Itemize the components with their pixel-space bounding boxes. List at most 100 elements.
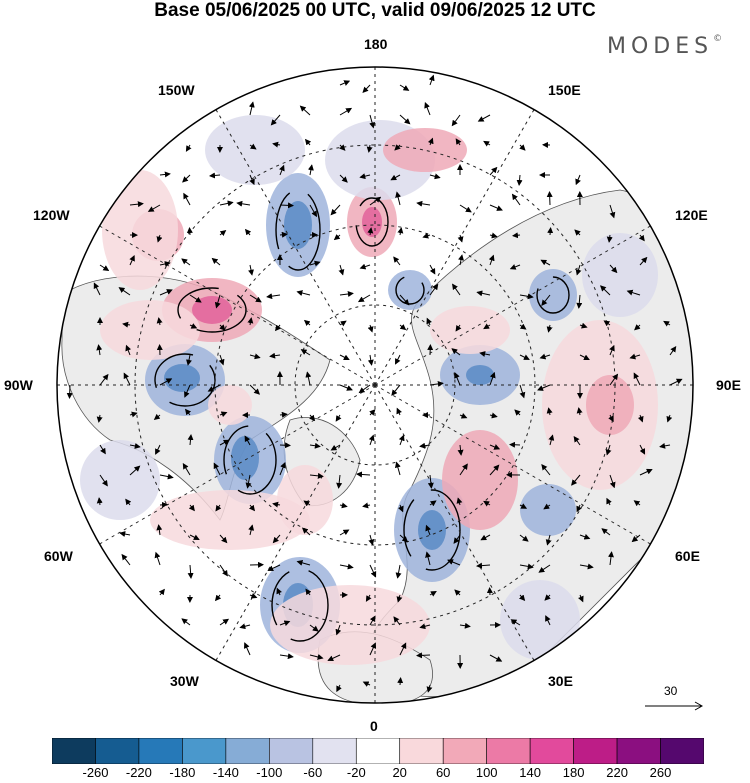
lon-label-120e: 120E bbox=[675, 207, 708, 223]
brand-mark: © bbox=[713, 34, 723, 44]
wind-arrow bbox=[236, 200, 251, 207]
wind-arrow bbox=[304, 138, 312, 146]
wind-arrow bbox=[512, 232, 521, 239]
wind-arrow bbox=[249, 384, 261, 395]
colorbar-swatch bbox=[52, 738, 96, 764]
wind-arrow bbox=[451, 114, 461, 127]
wind-arrow bbox=[335, 624, 342, 636]
brand-name: MODES bbox=[607, 34, 714, 59]
wind-arrow bbox=[156, 524, 163, 536]
wind-arrow bbox=[606, 497, 612, 506]
wind-arrow bbox=[634, 324, 641, 331]
wind-arrow bbox=[608, 551, 614, 566]
wind-arrow bbox=[576, 294, 583, 309]
wind-arrow bbox=[419, 623, 431, 630]
wind-arrow bbox=[666, 414, 673, 423]
wind-arrow bbox=[427, 474, 434, 489]
wind-arrow bbox=[129, 411, 138, 418]
colorbar-swatch bbox=[573, 738, 618, 764]
wind-arrow bbox=[575, 174, 581, 186]
wind-arrow bbox=[184, 384, 191, 398]
wind-arrow bbox=[483, 500, 491, 507]
wind-arrow bbox=[511, 193, 521, 206]
wind-arrow bbox=[519, 323, 527, 330]
wind-arrow bbox=[426, 317, 432, 326]
wind-arrow bbox=[573, 435, 581, 446]
wind-arrow bbox=[453, 534, 461, 544]
wind-arrow bbox=[99, 474, 108, 487]
wind-arrow bbox=[519, 503, 528, 509]
wind-arrow bbox=[248, 264, 254, 276]
wind-arrow bbox=[272, 501, 281, 508]
wind-arrow bbox=[207, 384, 221, 392]
wind-arrow bbox=[272, 534, 281, 544]
wind-arrow bbox=[579, 533, 591, 540]
wind-arrow bbox=[247, 317, 254, 326]
wind-arrow bbox=[609, 204, 616, 219]
wind-arrow bbox=[429, 173, 441, 180]
wind-arrow bbox=[459, 463, 468, 476]
wind-arrow bbox=[307, 164, 314, 176]
wind-arrow bbox=[359, 263, 371, 270]
colorbar-swatch bbox=[442, 738, 487, 764]
colorbar-tick-label: 100 bbox=[475, 765, 498, 780]
anomaly-area bbox=[192, 296, 232, 324]
wind-arrow bbox=[335, 414, 342, 422]
wind-arrow bbox=[637, 414, 644, 423]
wind-arrow bbox=[219, 564, 228, 577]
wind-arrow bbox=[454, 372, 461, 386]
wind-arrow bbox=[159, 378, 173, 386]
wind-arrow bbox=[457, 234, 464, 243]
wind-arrow bbox=[189, 534, 200, 540]
wind-arrow bbox=[244, 435, 251, 446]
wind-arrow bbox=[119, 531, 131, 537]
wind-arrow bbox=[249, 143, 257, 150]
wind-arrow bbox=[182, 462, 191, 476]
wind-arrow bbox=[243, 642, 251, 656]
wind-arrow bbox=[219, 618, 230, 626]
wind-arrow bbox=[489, 654, 503, 662]
wind-arrow bbox=[541, 464, 551, 476]
wind-arrow bbox=[129, 254, 135, 266]
lon-label-180: 180 bbox=[364, 36, 388, 52]
wind-arrow bbox=[479, 351, 491, 357]
wind-arrow bbox=[609, 474, 616, 489]
wind-arrow bbox=[358, 384, 371, 394]
wind-arrow bbox=[249, 592, 258, 599]
colorbar-tick-label: 20 bbox=[392, 765, 407, 780]
wind-arrow bbox=[339, 107, 353, 116]
wind-arrow bbox=[391, 384, 401, 396]
wind-arrow bbox=[214, 294, 221, 309]
wind-arrow bbox=[575, 264, 582, 276]
wind-arrow bbox=[356, 471, 371, 478]
colorbar-swatch bbox=[225, 738, 270, 764]
wind-arrow bbox=[339, 144, 346, 151]
wind-arrow bbox=[125, 344, 132, 356]
wind-arrow bbox=[244, 228, 252, 236]
wind-arrow bbox=[416, 652, 431, 659]
wind-arrow bbox=[519, 384, 526, 399]
lon-label-150e: 150E bbox=[548, 82, 581, 98]
wind-arrow bbox=[327, 654, 341, 662]
colorbar-swatch bbox=[660, 738, 704, 764]
anomaly-area bbox=[80, 440, 160, 520]
wind-arrow bbox=[548, 434, 555, 446]
contour-line bbox=[403, 489, 461, 571]
wind-arrow bbox=[538, 564, 551, 573]
wind-arrow bbox=[456, 497, 463, 506]
wind-arrow bbox=[336, 684, 342, 693]
wind-arrow bbox=[447, 559, 461, 566]
wind-arrow bbox=[305, 588, 312, 596]
anomaly-area bbox=[164, 364, 200, 392]
wind-arrow bbox=[357, 294, 371, 303]
wind-arrow bbox=[429, 264, 436, 275]
wind-arrow bbox=[514, 409, 521, 416]
colorbar bbox=[52, 738, 704, 764]
wind-arrow bbox=[663, 320, 671, 327]
wind-arrow bbox=[366, 144, 373, 153]
contour-line bbox=[223, 425, 277, 495]
wind-arrow bbox=[489, 371, 496, 386]
wind-arrow bbox=[489, 204, 503, 211]
anomaly-area bbox=[418, 510, 446, 550]
wind-arrow bbox=[638, 234, 645, 242]
